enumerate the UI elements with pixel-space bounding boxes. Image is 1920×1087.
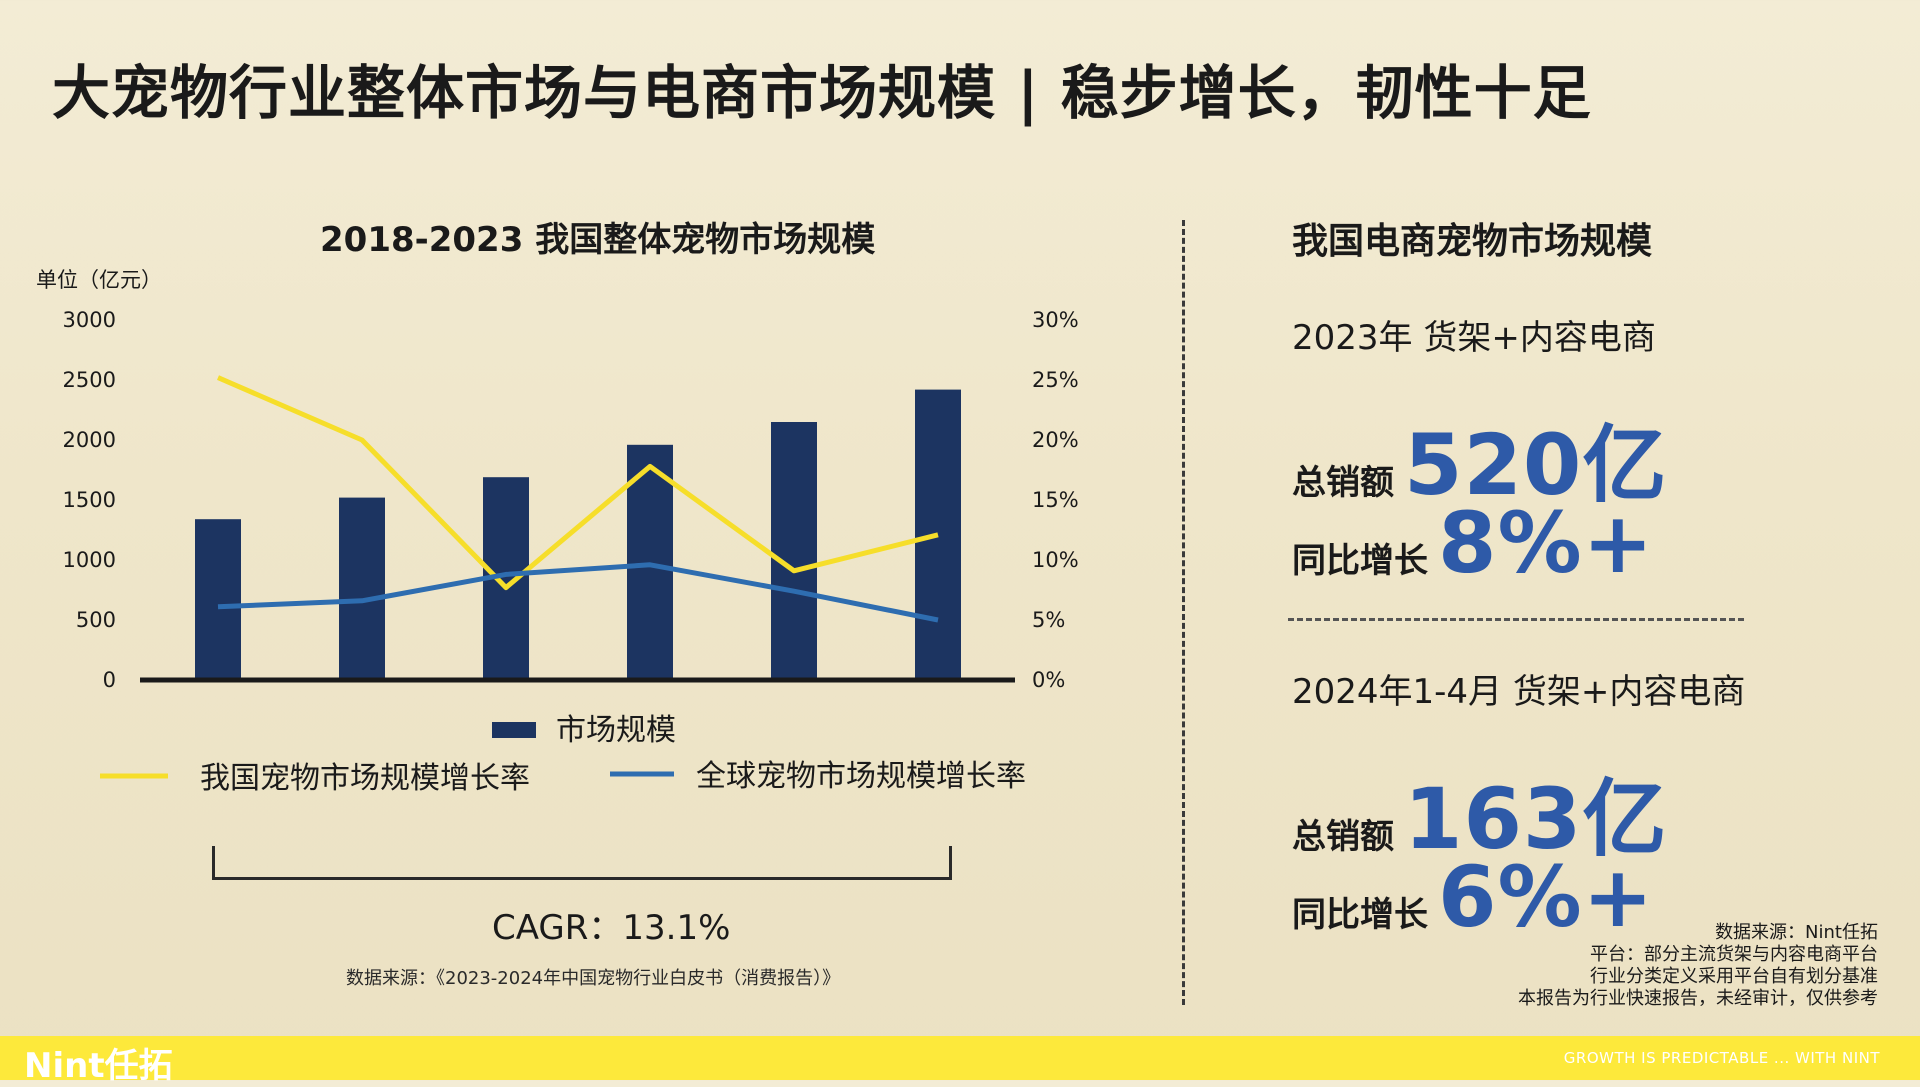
series-line xyxy=(217,375,939,591)
chart-title: 2018-2023 我国整体宠物市场规模 xyxy=(320,220,876,260)
y-right-tick-label: 15% xyxy=(1032,488,1079,512)
y-left-tick-label: 2000 xyxy=(63,428,116,452)
bar xyxy=(771,422,817,680)
y-left-tick-label: 3000 xyxy=(63,308,116,332)
block1-sales-row: 总销额 520亿 xyxy=(1292,398,1667,519)
y-right-tick-label: 25% xyxy=(1032,368,1079,392)
source-notes: 数据来源：Nint任拓 平台：部分主流货架与内容电商平台 行业分类定义采用平台自… xyxy=(1518,922,1878,1010)
y-right-tick-label: 20% xyxy=(1032,428,1079,452)
ecommerce-title: 我国电商宠物市场规模 xyxy=(1292,221,1653,262)
block2-sales-value: 163亿 xyxy=(1404,770,1668,868)
note-line: 本报告为行业快速报告，未经审计，仅供参考 xyxy=(1518,988,1878,1009)
note-line: 数据来源：Nint任拓 xyxy=(1715,922,1878,943)
y-left-tick-label: 2500 xyxy=(63,368,116,392)
footer-bar: Nint任拓 GROWTH IS PREDICTABLE ... WITH NI… xyxy=(0,1036,1920,1086)
y-left-tick-label: 500 xyxy=(76,608,116,632)
y-left-tick-label: 1500 xyxy=(63,488,116,512)
vertical-divider xyxy=(1182,220,1185,1005)
bar xyxy=(195,519,241,680)
page-title: 大宠物行业整体市场与电商市场规模 | 稳步增长，韧性十足 xyxy=(52,59,1592,127)
bar xyxy=(915,389,961,680)
legend-swatch-bar xyxy=(492,722,536,738)
y-left-tick-label: 0 xyxy=(103,668,116,692)
legend-label: 市场规模 xyxy=(556,713,676,748)
series-line xyxy=(217,562,939,623)
horizontal-divider xyxy=(1288,618,1744,621)
y-right-tick-label: 0% xyxy=(1032,668,1065,692)
block1-subtitle: 2023年 货架+内容电商 xyxy=(1292,318,1656,358)
bar xyxy=(339,497,385,680)
block2-sales-label: 总销额 xyxy=(1292,817,1394,857)
footer-tagline: GROWTH IS PREDICTABLE ... WITH NINT xyxy=(1563,1049,1880,1067)
chart-source: 数据来源：《2023-2024年中国宠物行业白皮书（消费报告）》 xyxy=(346,968,841,989)
note-line: 行业分类定义采用平台自有划分基准 xyxy=(1590,966,1878,987)
y-right-tick-label: 30% xyxy=(1032,308,1079,332)
brand-logo: Nint任拓 xyxy=(24,1046,173,1086)
y-right-tick-label: 10% xyxy=(1032,548,1079,572)
block2-growth-label: 同比增长 xyxy=(1292,895,1428,935)
legend-label: 全球宠物市场规模增长率 xyxy=(696,759,1026,794)
legend-label: 我国宠物市场规模增长率 xyxy=(200,761,530,796)
block2-growth-row: 同比增长 6%+ xyxy=(1292,848,1654,946)
y-right-tick-label: 5% xyxy=(1032,608,1065,632)
block1-sales-value: 520亿 xyxy=(1404,416,1668,514)
market-chart: 0 500 1000 1500 2000 2500 3000 0% 5% 10% 15% 20% 25%… xyxy=(63,308,1079,796)
block1-growth-row: 同比增长 8%+ xyxy=(1292,494,1654,592)
y-left-tick-label: 1000 xyxy=(63,548,116,572)
cagr-bracket xyxy=(212,846,952,880)
note-line: 平台：部分主流货架与内容电商平台 xyxy=(1590,944,1878,965)
block2-subtitle: 2024年1-4月 货架+内容电商 xyxy=(1292,672,1746,712)
cagr-label: CAGR：13.1% xyxy=(492,908,731,948)
block2-growth-value: 6%+ xyxy=(1438,848,1654,946)
block1-growth-label: 同比增长 xyxy=(1292,541,1428,581)
block1-sales-label: 总销额 xyxy=(1292,463,1394,503)
unit-label: 单位（亿元） xyxy=(36,268,162,292)
block1-growth-value: 8%+ xyxy=(1438,494,1654,592)
block2-sales-row: 总销额 163亿 xyxy=(1292,752,1667,873)
